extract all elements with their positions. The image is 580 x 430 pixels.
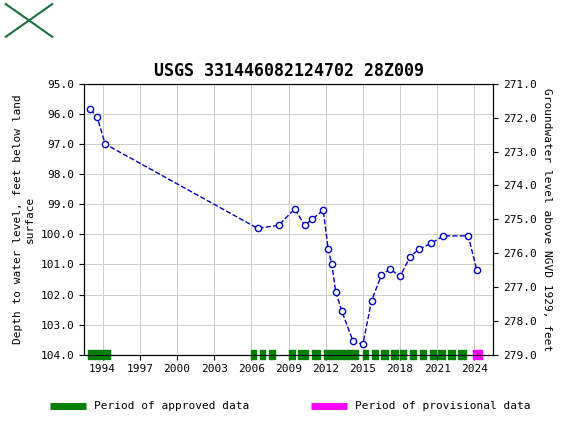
Text: Period of approved data: Period of approved data bbox=[94, 401, 249, 412]
Y-axis label: Depth to water level, feet below land
surface: Depth to water level, feet below land su… bbox=[13, 95, 35, 344]
Bar bbox=[6, 4, 52, 37]
Text: Period of provisional data: Period of provisional data bbox=[355, 401, 531, 412]
Title: USGS 331446082124702 28Z009: USGS 331446082124702 28Z009 bbox=[154, 61, 423, 80]
Text: USGS: USGS bbox=[67, 10, 130, 31]
Y-axis label: Groundwater level above NGVD 1929, feet: Groundwater level above NGVD 1929, feet bbox=[542, 88, 552, 351]
